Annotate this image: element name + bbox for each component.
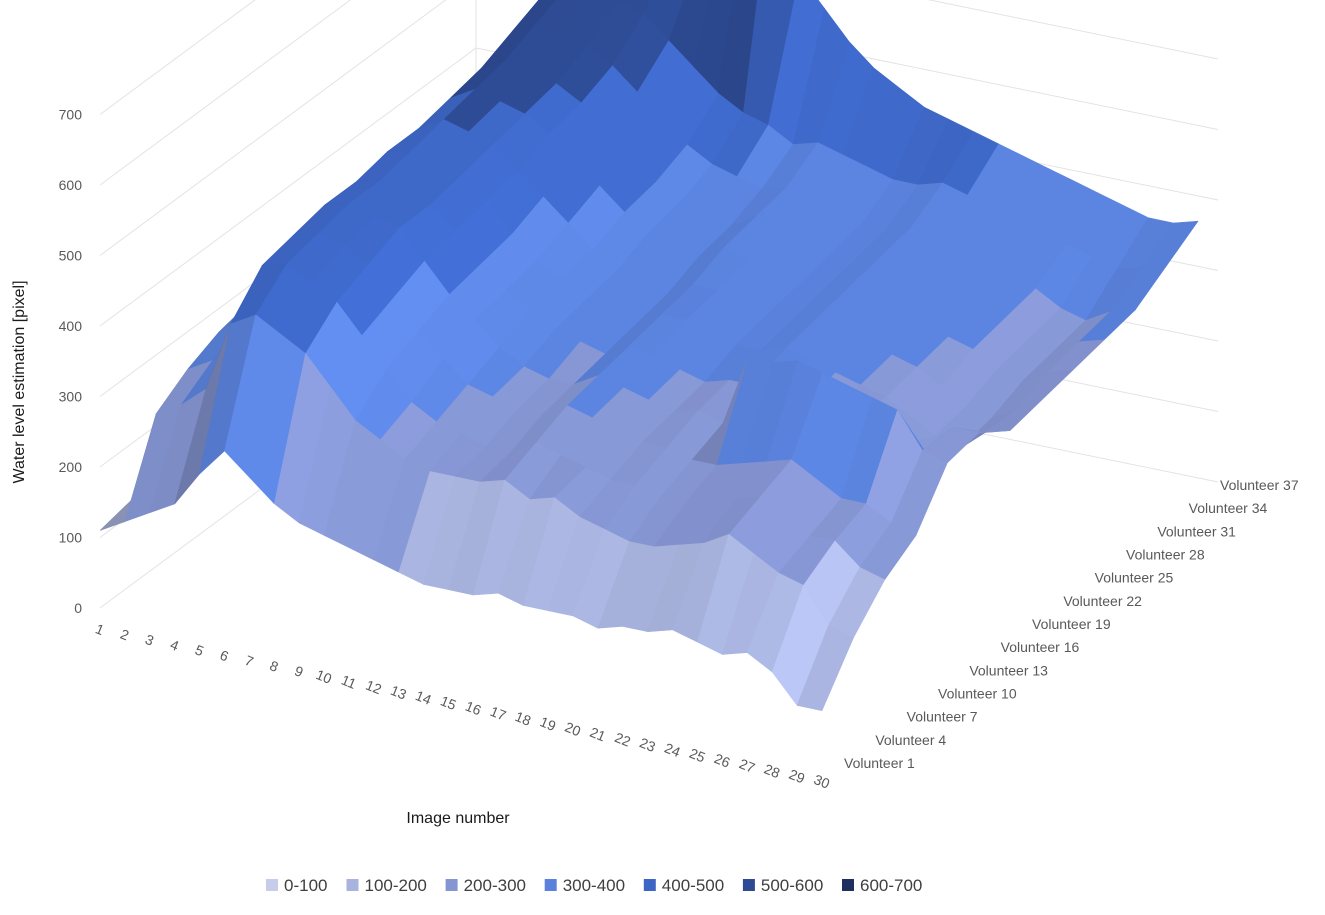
- legend-swatch: [544, 879, 557, 891]
- x-tick-label: 3: [143, 631, 156, 649]
- x-tick-label: 21: [588, 724, 609, 745]
- legend-label: 600-700: [860, 876, 922, 895]
- z-tick-label: 200: [59, 459, 83, 475]
- surface-plot: [99, 0, 1199, 711]
- z-tick-label: 400: [59, 318, 83, 334]
- z-tick-label: 700: [59, 107, 83, 123]
- x-tick-label: 11: [339, 672, 359, 692]
- y-tick-label: Volunteer 28: [1126, 547, 1205, 563]
- y-tick-label: Volunteer 1: [844, 755, 915, 771]
- y-tick-label: Volunteer 19: [1032, 616, 1111, 632]
- legend-swatch: [266, 879, 278, 891]
- x-tick-label: 22: [612, 729, 633, 750]
- gridline-back-wall: [927, 0, 1219, 60]
- legend: 0-100 100-200 200-300 300-400 400-500 500-600…: [266, 876, 922, 895]
- x-tick-label: 25: [687, 745, 708, 766]
- x-axis-title: Image number: [406, 810, 510, 827]
- gridline-left-wall: [99, 0, 256, 115]
- y-tick-label: Volunteer 13: [969, 662, 1048, 678]
- x-tick-label: 16: [463, 698, 484, 719]
- legend-label: 100-200: [365, 876, 427, 895]
- legend-swatch: [742, 879, 755, 891]
- y-tick-label: Volunteer 34: [1189, 500, 1268, 516]
- z-tick-label: 500: [59, 248, 83, 264]
- z-tick-label: 600: [59, 177, 83, 193]
- x-tick-label: 17: [488, 703, 509, 724]
- gridline-left-wall: [99, 47, 477, 327]
- z-tick-label: 100: [59, 530, 83, 546]
- x-tick-label: 5: [193, 641, 206, 659]
- legend-swatch: [445, 879, 458, 891]
- x-tick-label: 29: [787, 766, 808, 787]
- y-tick-label: Volunteer 22: [1063, 593, 1142, 609]
- legend-label: 0-100: [284, 876, 327, 895]
- x-tick-label: 30: [812, 771, 833, 792]
- legend-label: 200-300: [464, 876, 526, 895]
- x-tick-label: 6: [218, 647, 231, 665]
- x-tick-label: 26: [712, 750, 733, 771]
- surface-cell: [796, 625, 854, 711]
- x-tick-label: 18: [513, 708, 534, 729]
- legend-swatch: [842, 879, 854, 891]
- z-tick-label: 300: [59, 389, 83, 405]
- x-tick-label: 19: [538, 713, 559, 734]
- legend-swatch: [643, 879, 656, 891]
- x-tick-label: 28: [762, 761, 783, 782]
- x-tick-label: 8: [268, 657, 281, 675]
- y-tick-label: Volunteer 37: [1220, 477, 1299, 493]
- x-tick-label: 7: [243, 652, 256, 670]
- z-tick-label: 0: [74, 600, 82, 616]
- legend-label: 500-600: [761, 876, 823, 895]
- y-tick-label: Volunteer 25: [1095, 570, 1174, 586]
- y-tick-label: Volunteer 10: [938, 686, 1017, 702]
- x-tick-label: 15: [438, 692, 459, 713]
- y-tick-label: Volunteer 16: [1001, 639, 1080, 655]
- x-tick-label: 10: [314, 666, 335, 687]
- x-tick-label: 4: [168, 636, 181, 654]
- x-tick-label: 9: [292, 662, 305, 680]
- x-tick-label: 23: [637, 734, 658, 755]
- y-tick-label: Volunteer 4: [875, 732, 946, 748]
- gridline-left-wall: [99, 0, 352, 186]
- gridline-left-wall: [99, 0, 447, 256]
- z-axis-title: Water level estimation [pixel]: [11, 280, 28, 483]
- x-tick-label: 13: [388, 682, 409, 703]
- x-tick-label: 12: [364, 677, 385, 698]
- legend-swatch: [346, 879, 359, 891]
- legend-label: 300-400: [563, 876, 625, 895]
- x-tick-label: 14: [413, 687, 434, 708]
- y-tick-label: Volunteer 7: [907, 709, 978, 725]
- x-tick-label: 1: [93, 620, 106, 638]
- x-tick-label: 24: [662, 740, 683, 761]
- legend-label: 400-500: [662, 876, 724, 895]
- x-tick-label: 20: [563, 719, 584, 740]
- x-tick-label: 27: [737, 755, 758, 776]
- x-tick-label: 2: [118, 626, 131, 644]
- y-tick-label: Volunteer 31: [1157, 523, 1236, 539]
